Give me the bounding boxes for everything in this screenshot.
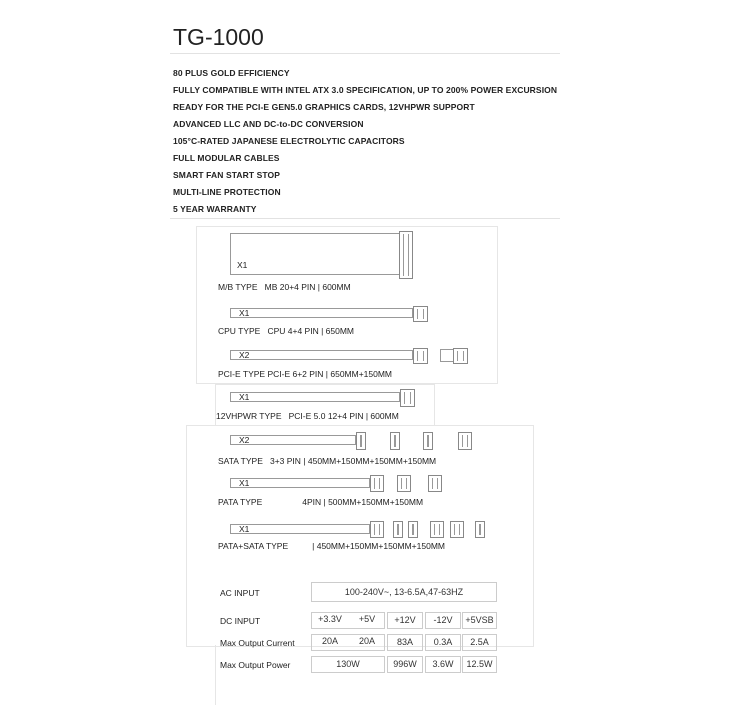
feature-item: READY FOR THE PCI-E GEN5.0 GRAPHICS CARD…	[173, 102, 475, 112]
sata-cable: X2	[230, 435, 356, 445]
feature-item: FULLY COMPATIBLE WITH INTEL ATX 3.0 SPEC…	[173, 85, 558, 95]
pcie-connector-icon	[413, 348, 428, 364]
current-cell: 0.3A	[425, 634, 461, 651]
divider	[170, 218, 560, 219]
pcie-cable: X2	[230, 350, 413, 360]
cpu-cable: X1	[230, 308, 413, 318]
12vhpwr-cable: X1	[230, 392, 400, 402]
current-cell: 20A	[321, 636, 338, 646]
max-current-label: Max Output Current	[220, 638, 295, 648]
sata-connector-icon	[393, 521, 403, 538]
pata-connector-icon	[428, 475, 442, 492]
dc-cell: +12V	[387, 612, 423, 629]
current-cell: 2.5A	[462, 634, 497, 651]
current-cell: 83A	[387, 634, 423, 651]
power-cell: 130W	[311, 656, 385, 673]
dc-cell: +3.3V	[318, 614, 342, 624]
sata-connector-icon	[423, 432, 433, 450]
divider	[170, 53, 560, 54]
max-power-label: Max Output Power	[220, 660, 291, 670]
sata-connector-icon	[458, 432, 472, 450]
feature-item: SMART FAN START STOP	[173, 170, 280, 180]
pata-connector-icon	[370, 475, 384, 492]
feature-item: 5 YEAR WARRANTY	[173, 204, 257, 214]
cable-label: PATA TYPE 4PIN | 500MM+150MM+150MM	[218, 497, 424, 507]
pata-cable: X1	[230, 478, 370, 488]
ac-input-value: 100-240V~, 13-6.5A,47-63HZ	[311, 582, 497, 602]
feature-item: MULTI-LINE PROTECTION	[173, 187, 281, 197]
pata-sata-cable: X1	[230, 524, 370, 534]
cable-group-box	[186, 425, 534, 647]
12vhpwr-connector-icon	[400, 389, 415, 407]
cable-label: 12VHPWR TYPE PCI-E 5.0 12+4 PIN | 600MM	[216, 411, 399, 421]
power-cell: 12.5W	[462, 656, 497, 673]
cable-label: SATA TYPE 3+3 PIN | 450MM+150MM+150MM+15…	[218, 456, 437, 466]
mb-cable: X1	[230, 233, 400, 275]
cell-group	[311, 634, 385, 651]
cable-qty: X1	[237, 260, 248, 270]
cell-group	[311, 612, 385, 629]
divider	[215, 645, 216, 705]
cable-label: PCI-E TYPE PCI-E 6+2 PIN | 650MM+150MM	[218, 369, 393, 379]
pata-connector-icon	[370, 521, 384, 538]
mb-connector-icon	[399, 231, 413, 279]
dc-input-label: DC INPUT	[220, 616, 261, 626]
sata-connector-icon	[408, 521, 418, 538]
sata-connector-icon	[390, 432, 400, 450]
sata-connector-icon	[450, 521, 464, 538]
power-cell: 3.6W	[425, 656, 461, 673]
cable-label: PATA+SATA TYPE | 450MM+150MM+150MM+150MM	[218, 541, 445, 551]
pata-connector-icon	[397, 475, 411, 492]
pcie-connector-icon	[453, 348, 468, 364]
cable-label: M/B TYPE MB 20+4 PIN | 600MM	[218, 282, 351, 292]
cable-label: CPU TYPE CPU 4+4 PIN | 650MM	[218, 326, 354, 336]
sata-connector-icon	[356, 432, 366, 450]
current-cell: 20A	[358, 636, 375, 646]
dc-cell: +5V	[358, 614, 376, 624]
ac-input-label: AC INPUT	[220, 588, 260, 598]
cpu-connector-icon	[413, 306, 428, 322]
sata-connector-icon	[475, 521, 485, 538]
feature-item: 105°C-RATED JAPANESE ELECTROLYTIC CAPACI…	[173, 136, 405, 146]
feature-item: 80 PLUS GOLD EFFICIENCY	[173, 68, 290, 78]
pcie-connector-icon	[440, 349, 454, 362]
dc-cell: +5VSB	[462, 612, 497, 629]
cable-group-box	[196, 226, 498, 384]
dc-cell: -12V	[425, 612, 461, 629]
feature-item: ADVANCED LLC AND DC-to-DC CONVERSION	[173, 119, 364, 129]
page-title: TG-1000	[173, 24, 264, 50]
feature-item: FULL MODULAR CABLES	[173, 153, 280, 163]
sata-connector-icon	[430, 521, 444, 538]
power-cell: 996W	[387, 656, 423, 673]
